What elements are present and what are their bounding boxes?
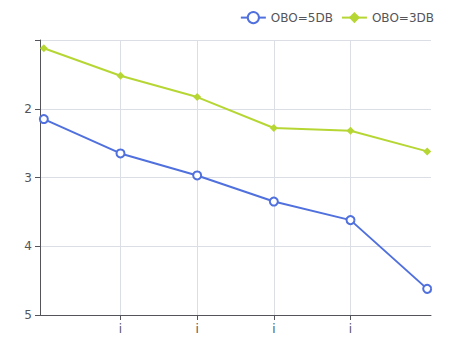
svg-text:i: i (195, 322, 198, 336)
svg-text:4: 4 (24, 239, 32, 253)
svg-text:2: 2 (24, 102, 32, 116)
svg-text:3: 3 (24, 171, 32, 185)
svg-text:i: i (119, 322, 122, 336)
svg-text:OBO=3DB: OBO=3DB (372, 11, 434, 25)
svg-text:i: i (272, 322, 275, 336)
svg-text:i: i (349, 322, 352, 336)
svg-text:OBO=5DB: OBO=5DB (271, 11, 333, 25)
svg-text:5: 5 (24, 308, 32, 322)
